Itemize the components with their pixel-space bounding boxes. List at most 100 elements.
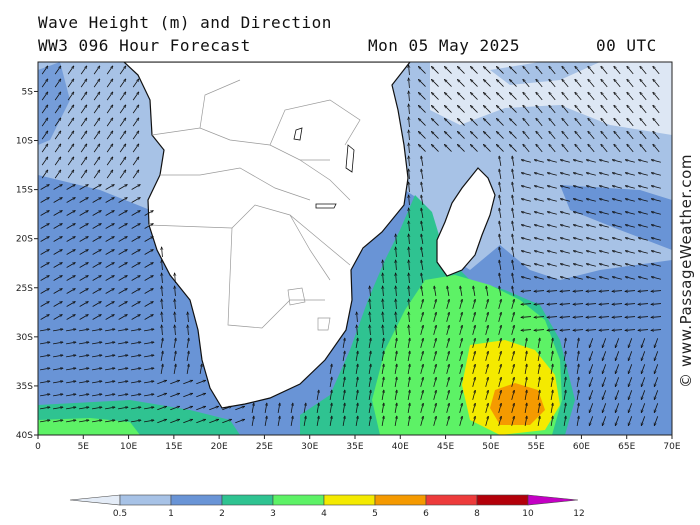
wave-direction-arrow	[521, 173, 531, 176]
wave-direction-arrow	[53, 355, 63, 358]
wave-direction-arrow	[523, 144, 530, 153]
wave-direction-arrow	[521, 251, 531, 254]
wave-direction-arrow	[485, 351, 489, 361]
wave-direction-arrow	[144, 250, 154, 255]
wave-direction-arrow	[418, 66, 426, 74]
wave-direction-arrow	[407, 338, 410, 348]
wave-direction-arrow	[457, 66, 465, 74]
wave-direction-arrow	[575, 131, 582, 140]
wave-direction-arrow	[509, 79, 517, 87]
wave-direction-arrow	[509, 92, 517, 100]
wave-direction-arrow	[396, 247, 397, 258]
lon-tick-label: 45E	[437, 442, 454, 452]
wave-direction-arrow	[186, 351, 189, 361]
lon-tick-label: 70E	[663, 442, 680, 452]
wave-direction-arrow	[407, 416, 410, 426]
lon-tick-label: 50E	[482, 442, 499, 452]
wave-direction-arrow	[421, 169, 424, 179]
wave-direction-arrow	[144, 263, 154, 268]
wave-direction-arrow	[67, 79, 74, 88]
wave-direction-arrow	[41, 157, 48, 166]
wave-direction-arrow	[615, 377, 620, 386]
wave-direction-arrow	[485, 364, 489, 374]
wave-direction-arrow	[66, 289, 76, 294]
wave-direction-arrow	[483, 66, 491, 74]
wave-direction-arrow	[67, 118, 74, 127]
wave-direction-arrow	[537, 377, 540, 387]
wave-direction-arrow	[40, 355, 50, 358]
wave-direction-arrow	[93, 170, 100, 179]
wave-direction-arrow	[547, 160, 557, 163]
wave-direction-arrow	[521, 225, 531, 228]
wave-direction-arrow	[342, 416, 345, 426]
wave-direction-arrow	[498, 377, 502, 387]
wave-direction-arrow	[601, 118, 608, 127]
wave-direction-arrow	[433, 377, 437, 387]
wave-direction-arrow	[144, 342, 154, 345]
wave-direction-arrow	[560, 317, 571, 318]
wave-direction-arrow	[264, 416, 267, 426]
wave-direction-arrow	[614, 144, 621, 153]
wave-direction-arrow	[444, 79, 452, 87]
wave-direction-arrow	[470, 105, 478, 113]
legend-high-cap	[527, 494, 579, 506]
wave-direction-arrow	[132, 105, 139, 114]
wave-direction-arrow	[459, 351, 463, 361]
wave-direction-arrow	[576, 390, 579, 400]
wave-direction-arrow	[106, 79, 113, 88]
wave-direction-arrow	[421, 208, 424, 218]
wave-direction-arrow	[628, 364, 633, 373]
wave-direction-arrow	[563, 403, 566, 413]
legend-swatch	[374, 494, 427, 506]
wave-direction-arrow	[485, 377, 489, 387]
wave-direction-arrow	[575, 144, 582, 153]
wave-height-legend: 0.5 1 2 3 4 5 6 8 10 12	[69, 494, 585, 519]
wave-direction-arrow	[499, 195, 502, 205]
wave-direction-arrow	[651, 225, 661, 228]
wave-direction-arrow	[472, 403, 476, 413]
wave-direction-arrow	[40, 420, 50, 423]
lat-tick-label: 10S	[16, 137, 33, 147]
wave-direction-arrow	[444, 118, 452, 126]
wave-direction-arrow	[118, 381, 128, 384]
wave-direction-arrow	[512, 260, 515, 270]
wave-direction-arrow	[641, 377, 646, 386]
wave-direction-arrow	[563, 390, 566, 400]
wave-direction-arrow	[599, 225, 609, 228]
wave-direction-arrow	[563, 351, 566, 361]
wave-direction-arrow	[457, 105, 465, 113]
wave-direction-arrow	[560, 304, 571, 305]
wave-direction-arrow	[105, 224, 115, 229]
wave-direction-arrow	[573, 160, 583, 163]
wave-direction-arrow	[105, 368, 115, 371]
wave-direction-arrow	[183, 380, 192, 385]
wave-direction-arrow	[175, 299, 176, 310]
wave-direction-arrow	[444, 66, 452, 74]
wave-direction-arrow	[653, 144, 660, 153]
wave-direction-arrow	[93, 66, 100, 75]
wave-direction-arrow	[316, 416, 319, 426]
wave-direction-arrow	[79, 263, 89, 268]
wave-direction-arrow	[628, 351, 633, 360]
wave-direction-arrow	[105, 289, 115, 294]
wave-direction-arrow	[67, 66, 74, 75]
wave-direction-arrow	[175, 312, 176, 323]
wave-direction-arrow	[41, 105, 48, 114]
longitude-axis: 0 5E 10E 15E 20E 25E 30E 35E 40E 45E 50E 55E 60E 65E 7…	[35, 435, 681, 452]
wave-direction-arrow	[53, 185, 63, 190]
wave-direction-arrow	[409, 91, 410, 102]
wave-direction-arrow	[446, 312, 450, 322]
wave-direction-arrow	[421, 221, 424, 231]
wave-direction-arrow	[628, 403, 633, 412]
wave-direction-arrow	[106, 66, 113, 75]
wave-direction-arrow	[162, 325, 163, 336]
wave-direction-arrow	[119, 79, 126, 88]
wave-direction-arrow	[562, 131, 569, 140]
wave-direction-arrow	[446, 325, 450, 335]
wave-direction-arrow	[144, 211, 154, 216]
wave-direction-arrow	[651, 317, 662, 318]
wave-direction-arrow	[534, 251, 544, 254]
wave-direction-arrow	[472, 416, 476, 426]
legend-label: 12	[573, 509, 584, 519]
wave-direction-arrow	[498, 403, 502, 413]
